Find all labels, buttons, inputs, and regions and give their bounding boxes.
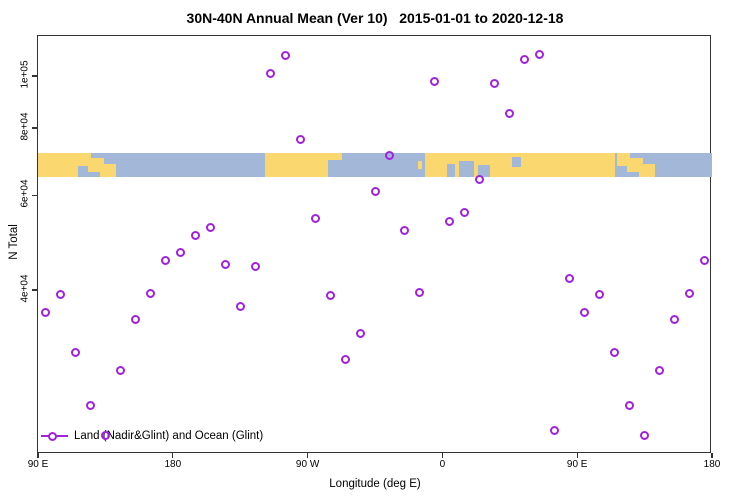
data-point bbox=[400, 225, 410, 235]
data-point bbox=[295, 134, 305, 144]
data-point bbox=[490, 78, 500, 88]
water-patch bbox=[478, 165, 490, 177]
data-point bbox=[250, 261, 260, 271]
x-tick-label: 90 W bbox=[295, 459, 320, 470]
map-band bbox=[38, 153, 712, 177]
y-axis-title: N Total bbox=[8, 224, 20, 260]
data-point bbox=[310, 213, 320, 223]
data-point bbox=[550, 425, 560, 435]
data-point bbox=[235, 302, 245, 312]
water-patch bbox=[447, 163, 455, 177]
x-tick-mark bbox=[172, 453, 174, 458]
x-tick-mark bbox=[306, 453, 309, 458]
data-point bbox=[385, 151, 395, 161]
plot-frame bbox=[37, 35, 711, 453]
data-point bbox=[340, 354, 350, 364]
data-point bbox=[640, 430, 650, 440]
data-point bbox=[355, 328, 365, 338]
plot-title: 30N-40N Annual Mean (Ver 10) 2015-01-01 … bbox=[186, 10, 564, 26]
land-segment bbox=[265, 153, 328, 177]
data-point bbox=[580, 308, 590, 318]
land-segment bbox=[38, 153, 78, 177]
data-point bbox=[430, 77, 440, 87]
data-point bbox=[415, 288, 425, 298]
land-segment bbox=[100, 163, 116, 177]
x-tick-mark bbox=[576, 453, 578, 458]
data-point bbox=[40, 308, 50, 318]
y-tick-mark bbox=[32, 127, 37, 129]
x-tick-label: 0 bbox=[439, 459, 446, 470]
y-tick-label: 8e+04 bbox=[19, 112, 31, 141]
y-tick-mark bbox=[32, 75, 37, 77]
x-tick-label: 180 bbox=[164, 459, 182, 470]
data-point bbox=[130, 314, 140, 324]
water-patch bbox=[512, 156, 521, 168]
data-point bbox=[190, 231, 200, 241]
legend-marker-circle-icon bbox=[47, 431, 57, 441]
y-tick-label: 6e+04 bbox=[19, 179, 31, 208]
data-point bbox=[325, 290, 335, 300]
x-tick-mark bbox=[711, 453, 713, 458]
land-segment bbox=[328, 153, 342, 161]
data-point bbox=[460, 208, 470, 218]
legend-label: Land (Nadir&Glint) and Ocean (Glint) bbox=[74, 430, 264, 442]
y-tick-label: 4e+04 bbox=[19, 274, 31, 303]
data-point bbox=[205, 223, 215, 233]
x-tick-label: 180 bbox=[703, 459, 721, 470]
land-segment bbox=[78, 153, 91, 167]
data-point bbox=[55, 289, 65, 299]
data-point bbox=[505, 108, 515, 118]
y-tick-mark bbox=[32, 194, 37, 196]
data-point bbox=[175, 247, 185, 257]
data-point bbox=[625, 400, 635, 410]
water-patch bbox=[459, 161, 474, 177]
x-axis-title: Longitude (deg E) bbox=[329, 478, 421, 490]
data-point bbox=[475, 174, 485, 184]
data-point bbox=[100, 430, 110, 440]
data-point bbox=[280, 50, 290, 60]
data-point bbox=[370, 187, 380, 197]
data-point bbox=[160, 256, 170, 266]
data-point bbox=[685, 289, 695, 299]
land-segment bbox=[418, 161, 422, 169]
land-segment bbox=[639, 163, 655, 177]
data-point bbox=[220, 259, 230, 269]
land-segment bbox=[617, 153, 630, 167]
data-point bbox=[535, 49, 545, 59]
data-point bbox=[520, 54, 530, 64]
data-point bbox=[115, 366, 125, 376]
data-point bbox=[670, 314, 680, 324]
data-point bbox=[595, 289, 605, 299]
data-point bbox=[85, 400, 95, 410]
x-tick-label: 90 E bbox=[566, 459, 588, 470]
x-tick-mark bbox=[441, 453, 444, 458]
x-tick-label: 90 E bbox=[27, 459, 49, 470]
data-point bbox=[445, 216, 455, 226]
y-tick-mark bbox=[32, 289, 37, 291]
data-point bbox=[700, 256, 709, 266]
data-point bbox=[70, 348, 80, 358]
data-point bbox=[145, 289, 155, 299]
x-tick-mark bbox=[37, 453, 39, 458]
y-tick-label: 1e+05 bbox=[19, 60, 31, 89]
data-point bbox=[265, 68, 275, 78]
data-point bbox=[655, 366, 665, 376]
data-point bbox=[565, 273, 575, 283]
data-point bbox=[610, 348, 620, 358]
